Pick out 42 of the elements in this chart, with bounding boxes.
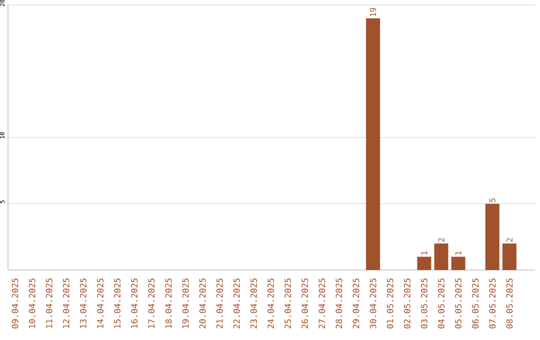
x-tick-label: 29.04.2025 [352,278,360,328]
data-label: 2 [506,238,512,242]
bar [451,256,466,270]
x-tick-label: 11.04.2025 [46,278,52,328]
x-tick-label: 18.04.2025 [165,278,172,328]
bar [502,244,516,270]
bar [417,256,432,270]
x-tick-label: 17.04.2025 [148,278,155,328]
data-label: 1 [421,251,428,255]
bar [366,18,380,270]
x-tick-label: 05.05.2025 [455,278,462,328]
x-tick-label: 25.04.2025 [284,278,292,328]
x-tick-label: 09.04.2025 [12,278,18,328]
x-tick-label: 22.04.2025 [233,278,240,328]
data-label: 1 [455,251,462,255]
x-tick-label: 16.04.2025 [131,278,138,328]
x-tick-label: 03.05.2025 [420,278,428,328]
data-label: 5 [489,198,496,202]
x-tick-label: 27.04.2025 [318,278,326,328]
x-tick-label: 30.04.2025 [370,278,376,328]
x-tick-label: 08.05.2025 [506,278,513,328]
bar [485,204,500,270]
x-tick-label: 20.04.2025 [199,278,206,328]
bar [434,244,448,270]
x-tick-label: 15.04.2025 [114,278,121,328]
x-tick-label: 12.04.2025 [62,278,70,328]
x-tick-label: 23.04.2025 [250,278,257,328]
x-tick-label: 06.05.2025 [472,278,479,328]
x-tick-label: 04.05.2025 [438,278,444,328]
x-tick-label: 02.05.2025 [404,278,410,328]
x-tick-label: 14.04.2025 [97,278,104,328]
x-tick-label: 26.04.2025 [302,278,308,328]
x-tick-label: 28.04.2025 [336,278,342,328]
data-label: 2 [438,238,444,242]
x-tick-label: 19.04.2025 [182,278,189,328]
x-tick-label: 13.04.2025 [80,278,86,328]
x-tick-label: 07.05.2025 [489,278,496,328]
data-label: 19 [370,8,376,16]
x-tick-label: 21.04.2025 [216,278,223,328]
x-tick-label: 24.04.2025 [268,278,274,328]
x-tick-label: 01.05.2025 [386,278,394,328]
x-tick-label: 10.04.2025 [28,278,36,328]
